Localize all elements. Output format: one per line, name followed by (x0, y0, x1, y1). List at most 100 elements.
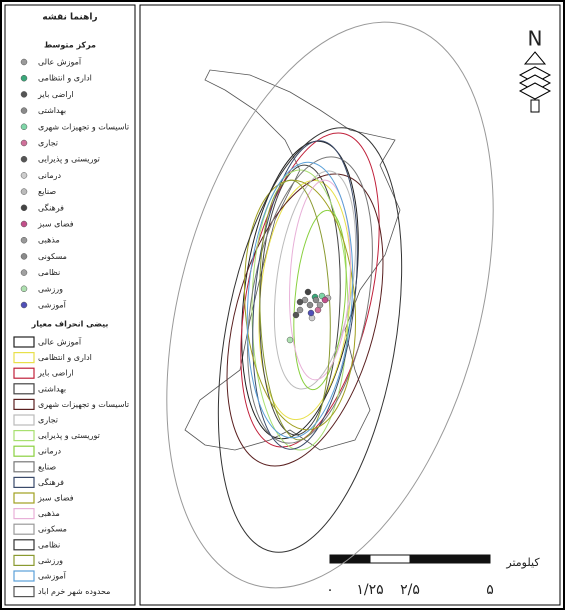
ellipse-swatch (13, 336, 35, 348)
ellipse-swatch (13, 352, 35, 364)
center-label: تجاری (38, 139, 58, 148)
center-swatch (20, 204, 28, 212)
deviation-ellipse (251, 169, 349, 451)
deviation-ellipse (259, 179, 331, 441)
center-swatch (20, 172, 28, 179)
north-arrow (518, 51, 552, 113)
center-swatch (20, 236, 28, 244)
ellipse-label: اداری و انتظامی (38, 353, 92, 362)
center-swatch (20, 123, 28, 131)
mean-center (286, 336, 294, 344)
center-swatch (20, 155, 28, 163)
center-label: تاسیسات و تجهیزات شهری (38, 122, 129, 131)
ellipse-label: توریستی و پذیرایی (38, 431, 100, 440)
center-swatch (20, 58, 28, 66)
deviation-ellipse (289, 179, 351, 381)
center-swatch (20, 220, 28, 228)
center-swatch (20, 285, 28, 293)
ellipse-swatch (13, 367, 35, 379)
ellipse-swatch (13, 570, 35, 582)
city-boundary (184, 69, 401, 451)
ellipse-label: مسکونی (38, 525, 67, 534)
center-label: توریستی و پذیرایی (38, 155, 100, 164)
ellipse-label: درمانی (38, 447, 61, 456)
ellipse-swatch (13, 414, 35, 426)
center-swatch (20, 139, 28, 147)
center-label: اراضی بایر (37, 90, 74, 99)
ellipse-label: بهداشتی (38, 384, 66, 393)
ellipse-heading: بیضی انحراف معیار (31, 320, 109, 329)
ellipse-label: آموزشی (38, 571, 67, 581)
deviation-ellipse (226, 173, 384, 467)
scale-label: ۱/۲۵ (356, 582, 383, 598)
center-label: نظامی (38, 268, 60, 277)
ellipse-swatch (13, 461, 35, 473)
center-label: بهداشتی (38, 106, 66, 115)
mean-center (306, 301, 314, 309)
ellipse-swatch (13, 508, 35, 520)
mean-center (304, 288, 312, 296)
mean-center (307, 309, 315, 317)
deviation-ellipse (293, 209, 347, 391)
mean-center (316, 301, 324, 309)
deviation-ellipse (246, 161, 354, 439)
ellipse-label: فضای سبز (37, 494, 74, 503)
ellipse-label: مذهبی (38, 509, 60, 518)
center-swatch (20, 301, 28, 309)
ellipse-label: ورزشی (38, 556, 63, 565)
scale-bar (329, 554, 491, 564)
scale-label: ۲/۵ (400, 582, 420, 598)
ellipse-swatch (13, 398, 35, 410)
center-heading: مرکز متوسط (44, 41, 96, 50)
center-swatch (20, 269, 28, 276)
deviation-ellipse (166, 21, 494, 589)
ellipse-label: تاسیسات و تجهیزات شهری (38, 400, 129, 409)
ellipse-swatch (13, 523, 35, 535)
ellipse-label: تجاری (38, 416, 58, 425)
deviation-ellipse (247, 156, 373, 444)
mean-center (296, 306, 304, 314)
scale-label: ۰ (326, 582, 334, 598)
ellipse-label: نظامی (38, 540, 60, 549)
ellipse-label: محدوده شهر خرم اباد (38, 587, 110, 596)
center-label: اداری و انتظامی (38, 74, 92, 83)
center-label: مسکونی (38, 252, 67, 261)
ellipse-label: صنایع (38, 462, 56, 471)
center-label: ورزشی (38, 284, 63, 293)
deviation-ellipse (217, 127, 403, 553)
scale-label: ۵ (486, 582, 494, 598)
center-label: صنایع (38, 187, 56, 196)
mean-center (312, 296, 320, 304)
center-swatch (20, 107, 28, 114)
center-label: مذهبی (38, 236, 60, 245)
mean-center (296, 298, 304, 306)
ellipse-swatch (13, 383, 35, 395)
ellipse-swatch (13, 585, 35, 598)
center-swatch (20, 253, 28, 260)
mean-center (321, 296, 329, 304)
legend-title: راهنما نقشه (42, 13, 97, 23)
center-label: آموزشی (38, 300, 67, 310)
center-label: آموزش عالی (38, 57, 82, 67)
center-swatch (20, 74, 28, 82)
north-label: N (528, 27, 543, 51)
ellipse-label: آموزش عالی (38, 337, 82, 347)
center-label: فضای سبز (37, 220, 74, 229)
ellipse-swatch (13, 539, 35, 551)
center-label: درمانی (38, 171, 61, 180)
center-swatch (20, 188, 28, 195)
center-swatch (20, 91, 28, 98)
center-label: فرهنگی (38, 202, 64, 212)
ellipse-swatch (13, 554, 35, 567)
mean-center (292, 311, 300, 319)
ellipse-label: فرهنگی (38, 477, 64, 487)
ellipse-label: اراضی بایر (37, 369, 74, 378)
scale-unit: کیلومتر (505, 556, 540, 569)
ellipse-swatch (13, 445, 35, 457)
ellipse-swatch (13, 430, 35, 442)
deviation-ellipse (240, 132, 380, 448)
ellipse-swatch (13, 476, 35, 488)
ellipse-swatch (13, 492, 35, 504)
